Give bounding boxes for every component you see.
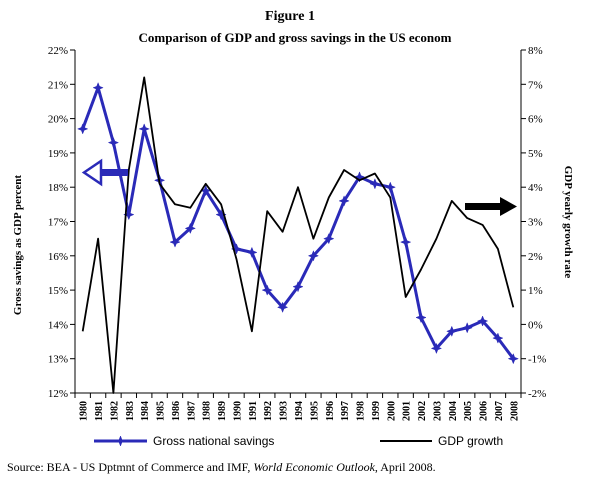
left-tick-label: 17% xyxy=(48,217,68,229)
right-axis-label: GDP yearly growth rate xyxy=(562,166,574,279)
left-tick-label: 16% xyxy=(48,251,68,263)
legend-marker-savings xyxy=(114,435,127,447)
left-tick-label: 21% xyxy=(48,79,68,91)
savings-point xyxy=(461,322,473,334)
left-tick-label: 14% xyxy=(48,319,68,331)
source-note: Source: BEA - US Dptmnt of Commerce and … xyxy=(7,460,436,474)
x-tick-label: 2000 xyxy=(386,401,397,421)
savings-point xyxy=(369,178,381,190)
legend-label-savings: Gross national savings xyxy=(153,434,274,448)
x-tick-label: 1988 xyxy=(202,401,213,421)
x-tick-label: 2004 xyxy=(448,401,459,421)
x-tick-label: 2007 xyxy=(494,401,505,421)
savings-point xyxy=(169,236,181,248)
x-tick-label: 1993 xyxy=(279,401,290,421)
x-tick-label: 1990 xyxy=(232,401,243,421)
savings-point xyxy=(246,246,258,259)
x-tick-label: 1999 xyxy=(371,401,382,421)
plot-frame xyxy=(74,50,522,394)
left-tick-label: 22% xyxy=(48,45,68,57)
savings-point xyxy=(261,284,273,296)
left-axis-label: Gross savings as GDP percent xyxy=(12,175,24,315)
savings-point xyxy=(384,181,396,193)
right-tick-label: 7% xyxy=(528,79,543,91)
left-tick-label: 18% xyxy=(48,182,68,194)
savings-point xyxy=(184,222,196,235)
savings-point xyxy=(292,281,304,293)
right-tick-label: 5% xyxy=(528,148,543,160)
x-tick-label: 2001 xyxy=(402,401,413,421)
x-tick-label: 2002 xyxy=(417,401,428,421)
x-tick-label: 1981 xyxy=(94,401,105,421)
right-axis-arrow xyxy=(465,197,517,216)
source-suffix: , April 2008. xyxy=(375,460,436,474)
right-tick-label: 3% xyxy=(528,217,543,229)
savings-point xyxy=(338,195,350,207)
right-tick-label: -1% xyxy=(528,354,546,366)
x-tick-label: 1997 xyxy=(340,401,351,421)
x-tick-label: 1989 xyxy=(217,401,228,421)
savings-point xyxy=(107,136,120,149)
x-tick-label: 1998 xyxy=(356,401,367,421)
x-tick-label: 1984 xyxy=(140,401,151,421)
savings-point xyxy=(507,353,519,365)
x-tick-label: 2006 xyxy=(479,401,490,421)
savings-point xyxy=(200,184,212,197)
x-tick-label: 1991 xyxy=(248,401,259,421)
x-axis-ticks: 1980 1981 1982 1983 1984 1985 1986 1987 1988 1989… xyxy=(74,393,522,421)
x-tick-label: 1996 xyxy=(325,401,336,421)
x-tick-label: 2008 xyxy=(509,401,520,421)
right-tick-label: 1% xyxy=(528,285,543,297)
left-tick-label: 20% xyxy=(48,114,68,126)
legend: Gross national savings GDP growth xyxy=(94,434,503,448)
savings-point xyxy=(138,123,150,135)
left-axis-arrow xyxy=(81,158,128,187)
savings-point xyxy=(92,82,104,94)
right-tick-label: 2% xyxy=(528,251,543,263)
right-tick-label: 4% xyxy=(528,182,543,194)
left-tick-label: 13% xyxy=(48,354,68,366)
x-tick-label: 1983 xyxy=(125,401,136,421)
source-prefix: Source: BEA - US Dptmnt of Commerce and … xyxy=(7,460,253,474)
source-italic: World Economic Outlook xyxy=(253,460,375,474)
left-axis-ticks: 12% 13% 14% 15% 16% 17% 18% 19% 20% 21% 22% xyxy=(48,45,75,400)
x-tick-label: 2003 xyxy=(432,401,443,421)
x-tick-label: 1987 xyxy=(186,401,197,421)
left-tick-label: 12% xyxy=(48,388,68,400)
savings-point xyxy=(446,325,458,337)
figure-label: Figure 1 xyxy=(265,9,315,24)
savings-point xyxy=(307,250,320,262)
chart-title: Comparison of GDP and gross savings in t… xyxy=(139,30,452,45)
x-tick-label: 1985 xyxy=(156,401,167,421)
x-tick-label: 1980 xyxy=(79,401,90,421)
savings-point xyxy=(430,342,443,355)
legend-label-gdp: GDP growth xyxy=(438,434,503,448)
right-tick-label: 8% xyxy=(528,45,543,57)
savings-point xyxy=(77,123,89,135)
savings-point xyxy=(492,332,504,344)
gdp-series-line xyxy=(81,76,515,394)
x-tick-label: 1995 xyxy=(309,401,320,421)
legend-star xyxy=(114,435,127,447)
x-tick-label: 1992 xyxy=(263,401,274,421)
x-tick-label: 1994 xyxy=(294,401,305,421)
right-tick-label: 6% xyxy=(528,114,543,126)
savings-point xyxy=(353,171,366,183)
right-axis-ticks: -2% -1% 0% 1% 2% 3% 4% 5% 6% 7% 8% xyxy=(521,45,546,400)
series-layer xyxy=(77,76,519,394)
x-tick-label: 1986 xyxy=(171,401,182,421)
right-tick-label: -2% xyxy=(528,388,546,400)
savings-point xyxy=(400,236,412,248)
savings-point xyxy=(276,301,289,313)
x-tick-label: 2005 xyxy=(463,401,474,421)
left-tick-label: 15% xyxy=(48,285,68,297)
left-tick-label: 19% xyxy=(48,148,68,160)
right-tick-label: 0% xyxy=(528,319,543,331)
savings-point xyxy=(323,233,335,245)
x-tick-label: 1982 xyxy=(109,401,120,421)
savings-point xyxy=(415,311,427,324)
savings-point xyxy=(476,315,489,327)
